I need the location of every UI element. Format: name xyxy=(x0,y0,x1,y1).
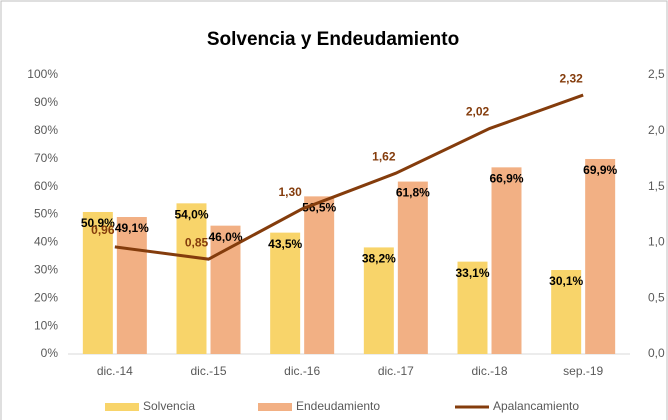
y2-tick-label: 0,5 xyxy=(648,290,665,304)
bar-label: 49,1% xyxy=(115,221,149,235)
x-tick-label: dic.-16 xyxy=(284,364,320,378)
x-tick-label: dic.-17 xyxy=(378,364,414,378)
x-tick-label: dic.-15 xyxy=(190,364,226,378)
bar-label: 46,0% xyxy=(208,230,242,244)
bar xyxy=(210,225,241,354)
bar xyxy=(397,181,428,354)
line-label: 2,02 xyxy=(466,105,490,119)
legend-swatch xyxy=(105,403,139,411)
y-tick-label: 0% xyxy=(41,346,59,360)
y2-tick-label: 0,0 xyxy=(648,346,665,360)
y-tick-label: 50% xyxy=(34,207,58,221)
y-tick-label: 80% xyxy=(34,123,58,137)
bar-label: 33,1% xyxy=(455,266,489,280)
x-tick-label: sep.-19 xyxy=(563,364,603,378)
y-tick-label: 40% xyxy=(34,235,58,249)
y-tick-label: 10% xyxy=(34,318,58,332)
y2-tick-label: 1,0 xyxy=(648,235,665,249)
bar xyxy=(82,211,113,354)
bar-label: 50,9% xyxy=(81,216,115,230)
bar-label: 30,1% xyxy=(549,274,583,288)
line xyxy=(114,93,584,261)
line-label: 1,30 xyxy=(278,185,302,199)
bar xyxy=(270,232,301,354)
line-label: 2,32 xyxy=(559,71,583,85)
y-tick-label: 100% xyxy=(27,67,58,81)
bar xyxy=(551,270,582,354)
line-label: 1,62 xyxy=(372,149,396,163)
legend-label: Endeudamiento xyxy=(296,399,380,413)
bar-label: 54,0% xyxy=(174,208,208,222)
bar-label: 61,8% xyxy=(396,186,430,200)
bar-label: 43,5% xyxy=(268,237,302,251)
line-label: 0,85 xyxy=(185,235,209,249)
bar-label: 66,9% xyxy=(489,172,523,186)
bar-label: 69,9% xyxy=(583,163,617,177)
y-tick-label: 70% xyxy=(34,151,58,165)
bar xyxy=(304,196,335,354)
y-tick-label: 30% xyxy=(34,262,58,276)
line-label: 0,96 xyxy=(91,223,115,237)
bar xyxy=(116,217,147,354)
chart-title: Solvencia y Endeudamiento xyxy=(207,29,459,50)
y-tick-label: 20% xyxy=(34,290,58,304)
bar xyxy=(491,167,522,354)
bar xyxy=(457,261,488,354)
y-tick-label: 60% xyxy=(34,179,58,193)
y2-tick-label: 1,5 xyxy=(648,179,665,193)
bar xyxy=(363,247,394,354)
bar xyxy=(585,158,616,354)
y2-tick-label: 2,0 xyxy=(648,123,665,137)
legend-swatch xyxy=(258,403,292,411)
y-tick-label: 90% xyxy=(34,95,58,109)
y2-tick-label: 2,5 xyxy=(648,67,665,81)
x-tick-label: dic.-14 xyxy=(97,364,133,378)
bar-label: 38,2% xyxy=(362,252,396,266)
bar-label: 56,5% xyxy=(302,201,336,215)
x-tick-label: dic.-18 xyxy=(471,364,507,378)
legend-label: Apalancamiento xyxy=(493,399,579,413)
bar xyxy=(176,203,207,354)
legend-label: Solvencia xyxy=(143,399,195,413)
